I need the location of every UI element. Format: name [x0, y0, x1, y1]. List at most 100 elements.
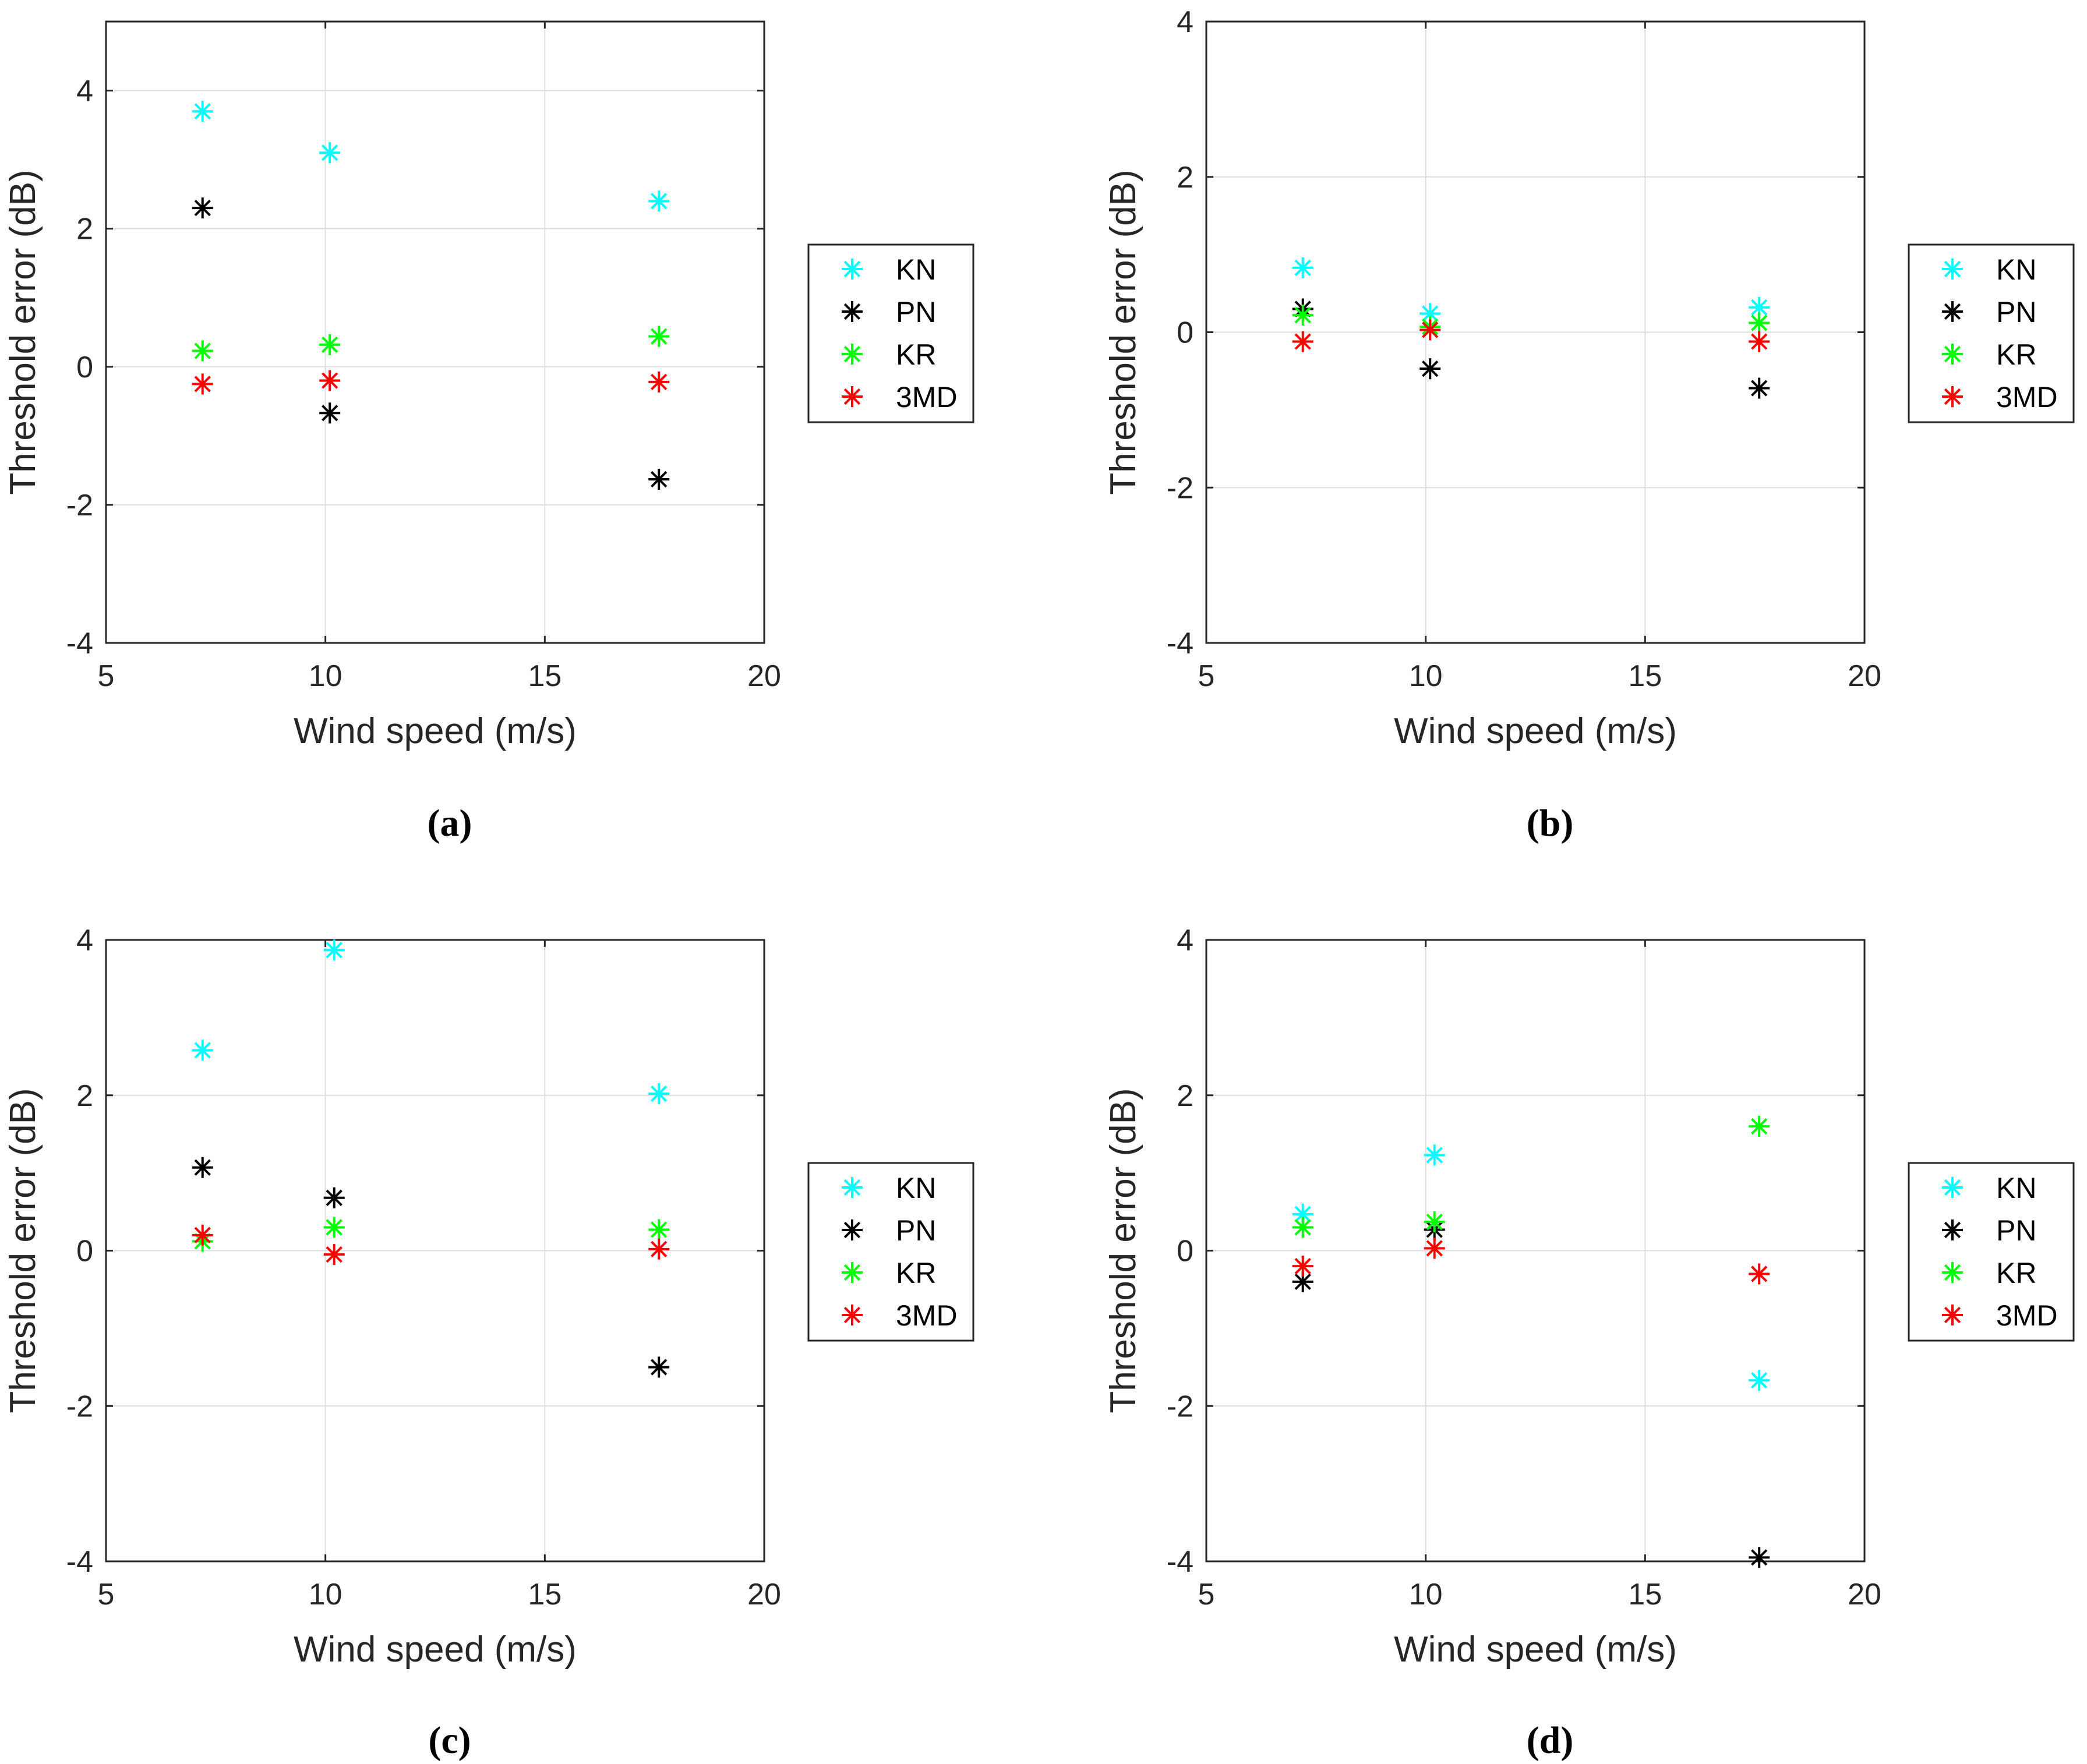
- chart-panel-3: 5 10 15 20 -4 -2 0 2 4 Wind speed (m/s) Threshold …: [1103, 924, 2075, 1762]
- data-point-kr: [648, 1219, 670, 1240]
- panel-caption: (c): [428, 1719, 471, 1762]
- legend: KN PN KR 3MD: [1908, 1162, 2075, 1342]
- y-tick-label: 4: [1177, 924, 1193, 957]
- chart-panel-1: 5 10 15 20 -4 -2 0 2 4 Wind speed (m/s) Threshold …: [1103, 5, 2075, 844]
- data-point-kr: [1292, 1217, 1313, 1238]
- y-tick-label: 2: [1177, 161, 1193, 195]
- legend-label: KR: [896, 338, 936, 371]
- data-point-3md: [192, 373, 213, 395]
- data-point-pn: [192, 197, 213, 219]
- y-tick-label: -4: [1167, 1545, 1193, 1579]
- data-point-kr: [319, 334, 341, 355]
- legend-label: KR: [1996, 1257, 2036, 1289]
- data-point-kn: [319, 142, 341, 164]
- y-tick-label: 2: [76, 1079, 93, 1113]
- x-tick-label: 10: [1409, 1578, 1443, 1611]
- y-tick-label: 0: [1177, 1235, 1193, 1268]
- x-tick-label: 20: [1848, 659, 1881, 693]
- data-point-pn: [1419, 358, 1441, 380]
- y-tick-label: 0: [1177, 316, 1193, 350]
- x-tick-label: 5: [98, 1578, 115, 1611]
- data-point-pn: [192, 1157, 213, 1178]
- x-axis-label: Wind speed (m/s): [294, 711, 577, 751]
- data-point-kr: [192, 340, 213, 362]
- legend: KN PN KR 3MD: [807, 243, 974, 423]
- legend-marker-pn: [842, 1219, 863, 1240]
- legend-box: [1908, 243, 2075, 423]
- x-tick-label: 10: [1409, 659, 1443, 693]
- data-point-3md: [319, 370, 341, 391]
- y-axis-label: Threshold error (dB): [1103, 1088, 1143, 1413]
- y-tick-label: 2: [1177, 1079, 1193, 1113]
- x-tick-label: 10: [309, 1578, 342, 1611]
- y-tick-label: 4: [76, 75, 93, 108]
- legend-box: [807, 243, 974, 423]
- legend-label: 3MD: [896, 1299, 958, 1332]
- data-point-3md: [648, 371, 670, 393]
- legend-label: PN: [896, 1214, 936, 1247]
- legend-label: KN: [1996, 1172, 2036, 1204]
- panel-caption: (d): [1527, 1719, 1574, 1762]
- x-tick-label: 15: [528, 1578, 562, 1611]
- y-tick-label: -4: [1167, 627, 1193, 660]
- legend-marker-kr: [1942, 344, 1963, 365]
- data-point-kn: [192, 1040, 213, 1061]
- legend-marker-3md: [842, 1305, 863, 1325]
- chart-panel-0: 5 10 15 20 -4 -2 0 2 4 Wind speed (m/s) Threshold …: [3, 20, 974, 844]
- legend-label: 3MD: [896, 381, 958, 413]
- data-point-3md: [1292, 331, 1313, 352]
- y-tick-label: 4: [76, 924, 93, 957]
- data-point-kn: [192, 101, 213, 122]
- legend-label: KN: [1996, 253, 2036, 286]
- y-tick-label: 0: [76, 351, 93, 384]
- legend-marker-pn: [1942, 1219, 1963, 1240]
- data-point-3md: [648, 1238, 670, 1260]
- y-tick-label: -2: [1167, 1390, 1193, 1423]
- data-point-kn: [323, 939, 345, 961]
- y-axis-label: Threshold error (dB): [3, 169, 43, 494]
- data-point-3md: [1749, 331, 1770, 352]
- x-tick-label: 5: [98, 659, 115, 693]
- data-point-kr: [648, 326, 670, 347]
- data-point-3md: [1419, 319, 1441, 341]
- legend-marker-pn: [842, 301, 863, 322]
- legend: KN PN KR 3MD: [1908, 243, 2075, 423]
- legend-label: PN: [896, 296, 936, 328]
- y-tick-label: -2: [1167, 471, 1193, 505]
- data-point-kn: [648, 1083, 670, 1105]
- x-tick-label: 15: [1628, 659, 1662, 693]
- legend-label: KN: [896, 1172, 936, 1204]
- x-tick-label: 20: [747, 659, 781, 693]
- data-point-kr: [1749, 1116, 1770, 1137]
- legend-marker-kr: [842, 1262, 863, 1283]
- legend-marker-kr: [842, 344, 863, 365]
- legend-label: KR: [896, 1257, 936, 1289]
- legend: KN PN KR 3MD: [807, 1162, 974, 1342]
- x-tick-label: 15: [1628, 1578, 1662, 1611]
- data-point-3md: [1749, 1263, 1770, 1285]
- y-tick-label: 0: [76, 1235, 93, 1268]
- legend-box: [1908, 1162, 2075, 1342]
- x-tick-label: 15: [528, 659, 562, 693]
- x-tick-label: 5: [1198, 659, 1215, 693]
- legend-label: KN: [896, 253, 936, 286]
- data-point-3md: [323, 1244, 345, 1265]
- y-tick-label: 4: [1177, 5, 1193, 39]
- y-tick-label: -4: [66, 627, 93, 660]
- legend-label: PN: [1996, 1214, 2036, 1247]
- legend-marker-kn: [1942, 259, 1963, 280]
- data-point-kn: [1292, 257, 1313, 278]
- data-point-kr: [1292, 305, 1313, 326]
- plot-area: [105, 20, 765, 644]
- data-point-3md: [1292, 1256, 1313, 1277]
- data-point-pn: [323, 1187, 345, 1208]
- legend-label: PN: [1996, 296, 2036, 328]
- chart-panel-2: 5 10 15 20 -4 -2 0 2 4 Wind speed (m/s) Threshold …: [3, 924, 974, 1762]
- legend-label: KR: [1996, 338, 2036, 371]
- data-point-pn: [1749, 1547, 1770, 1568]
- legend-marker-3md: [1942, 1305, 1963, 1325]
- panel-caption: (a): [428, 802, 472, 844]
- y-tick-label: -2: [66, 489, 93, 522]
- x-axis-label: Wind speed (m/s): [294, 1629, 577, 1670]
